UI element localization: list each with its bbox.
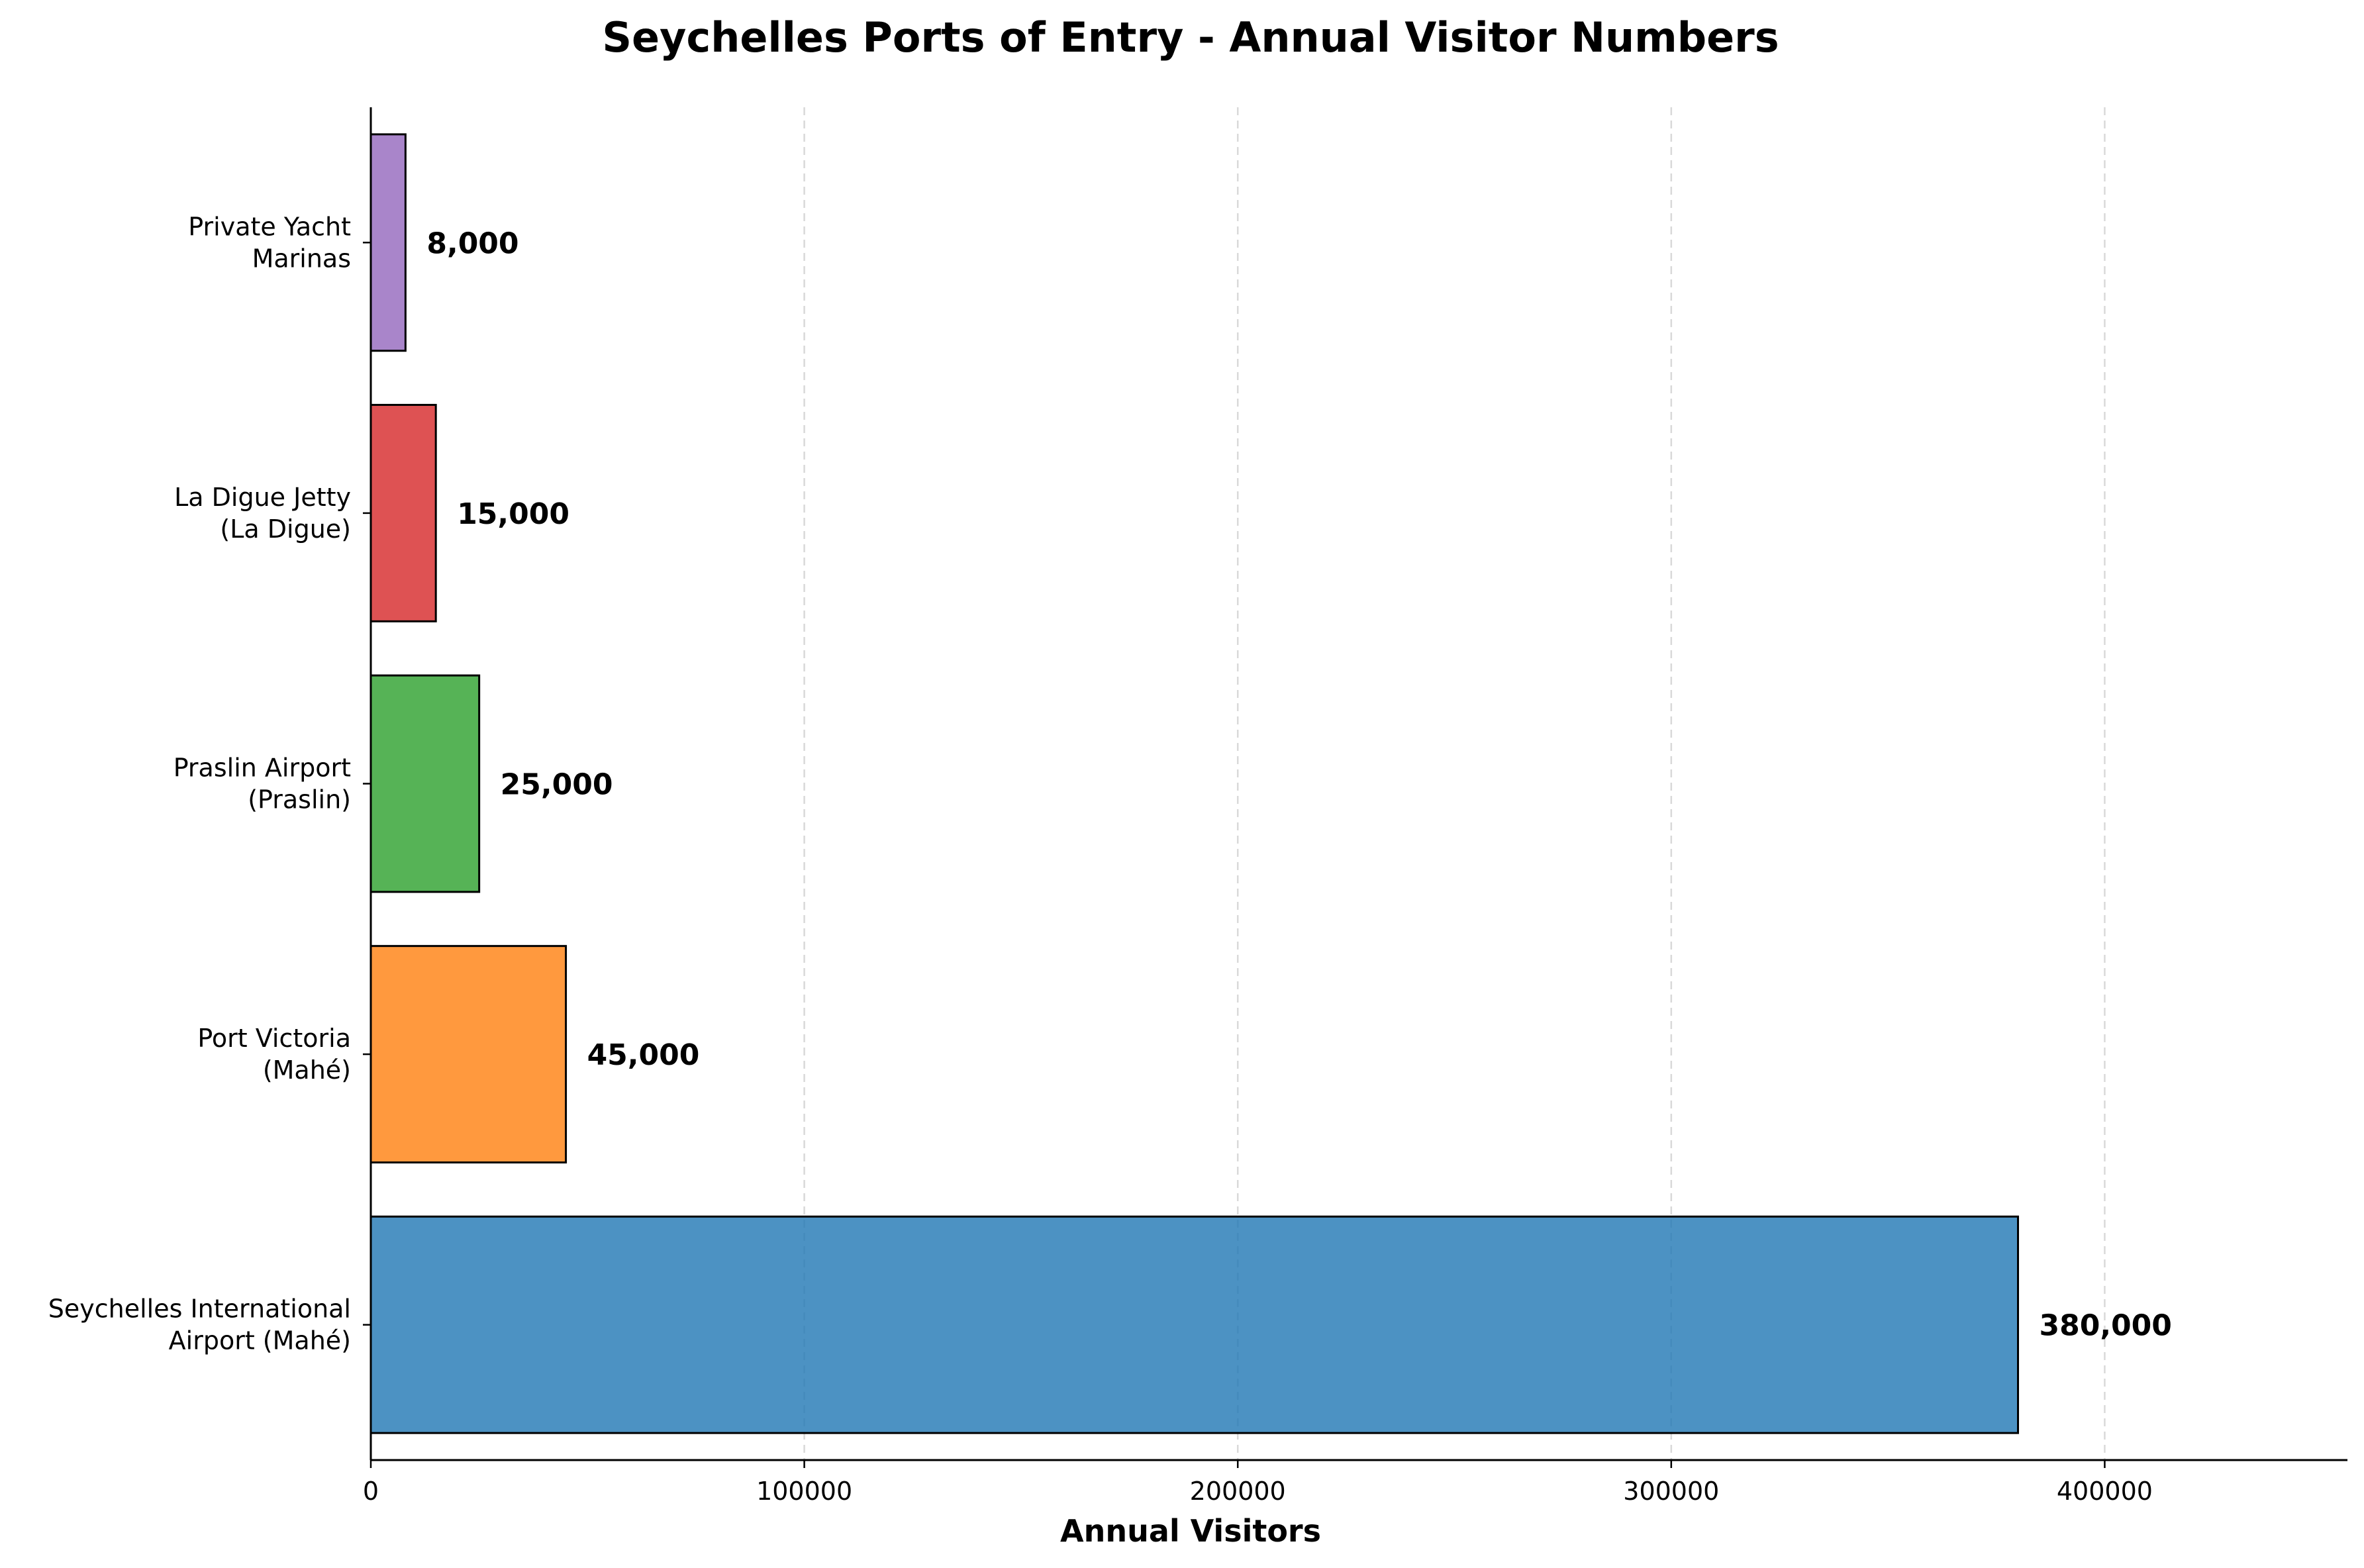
category-label: Marinas <box>252 244 351 273</box>
x-tick-label: 0 <box>363 1477 379 1506</box>
value-label: 8,000 <box>426 226 518 260</box>
bar <box>369 674 481 893</box>
value-label: 380,000 <box>2040 1309 2172 1343</box>
bar <box>369 403 437 622</box>
category-label: La Digue Jetty <box>174 483 351 512</box>
chart-title: Seychelles Ports of Entry - Annual Visit… <box>602 13 1779 62</box>
category-label: Airport (Mahé) <box>169 1326 351 1355</box>
value-label: 25,000 <box>501 768 613 802</box>
category-label: (La Digue) <box>220 514 351 544</box>
x-axis-label: Annual Visitors <box>1060 1513 1321 1549</box>
x-tick-label: 200000 <box>1190 1477 1286 1506</box>
x-tick-label: 300000 <box>1623 1477 1719 1506</box>
bar <box>369 133 407 352</box>
category-label: (Praslin) <box>248 785 351 814</box>
bars-group: 380,000 45,000 25,000 15,000 8,000 <box>369 133 2172 1434</box>
bar <box>369 945 567 1164</box>
bar <box>369 1215 2019 1434</box>
value-label: 15,000 <box>457 497 569 531</box>
value-label: 45,000 <box>587 1038 700 1072</box>
x-tick-label: 100000 <box>756 1477 852 1506</box>
category-label: Praslin Airport <box>173 754 351 783</box>
category-label: Private Yacht <box>188 212 351 241</box>
x-tick-label: 400000 <box>2057 1477 2153 1506</box>
category-label: Seychelles International <box>48 1295 351 1324</box>
category-label: Port Victoria <box>197 1024 351 1053</box>
category-label: (Mahé) <box>263 1055 351 1085</box>
